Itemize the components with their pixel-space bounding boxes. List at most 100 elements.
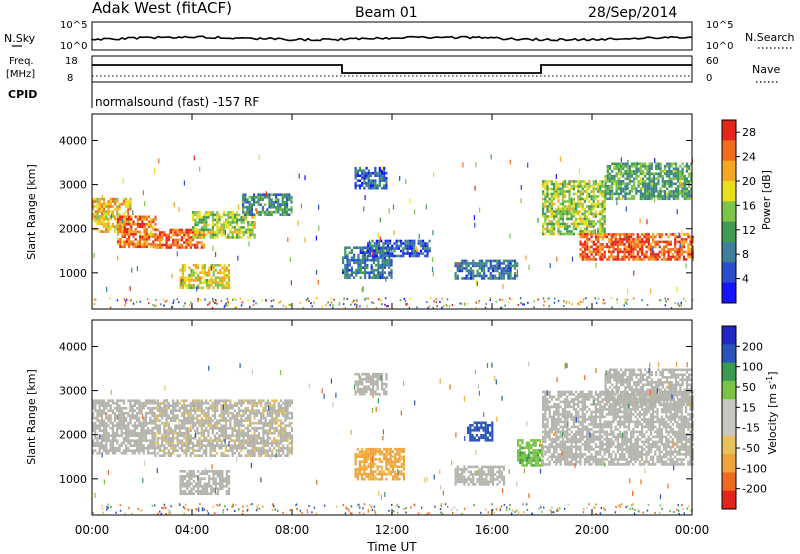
- data-cell: [185, 238, 188, 242]
- data-cell: [546, 187, 549, 191]
- data-cell: [111, 436, 114, 440]
- data-cell: [138, 409, 141, 412]
- data-cell: [150, 223, 153, 226]
- noise-cell: [660, 299, 662, 302]
- data-cell: [500, 267, 503, 270]
- data-cell: [550, 210, 553, 213]
- data-cell: [127, 205, 130, 208]
- data-cell: [568, 192, 571, 196]
- data-cell: [627, 240, 631, 244]
- data-cell: [227, 284, 231, 287]
- data-cell: [568, 195, 571, 198]
- data-cell: [663, 167, 667, 171]
- data-cell: [103, 205, 106, 208]
- data-cell: [98, 441, 101, 445]
- data-cell: [140, 426, 143, 430]
- data-cell: [635, 175, 638, 178]
- data-cell: [109, 416, 112, 420]
- data-cell: [178, 424, 181, 427]
- data-cell: [96, 215, 99, 218]
- data-cell: [542, 232, 545, 236]
- data-cell: [238, 226, 241, 229]
- data-cell: [601, 238, 604, 241]
- data-cell: [253, 451, 256, 455]
- data-cell: [581, 212, 584, 216]
- data-cell: [109, 202, 112, 206]
- data-cell: [200, 406, 203, 410]
- data-cell: [191, 441, 195, 445]
- data-cell: [277, 431, 280, 435]
- data-cell: [604, 175, 607, 178]
- data-cell: [205, 454, 208, 457]
- data-cell: [650, 195, 653, 198]
- data-cell: [610, 255, 613, 259]
- data-cell: [251, 409, 254, 412]
- data-cell: [127, 434, 130, 437]
- data-cell: [150, 233, 153, 236]
- data-cell: [358, 184, 362, 187]
- data-cell: [172, 441, 175, 445]
- data-cell: [253, 223, 256, 227]
- data-cell: [384, 252, 387, 255]
- data-cell: [185, 241, 188, 244]
- data-cell: [579, 233, 582, 236]
- data-cell: [613, 182, 616, 186]
- noise-cell: [433, 172, 435, 178]
- data-cell: [96, 441, 99, 445]
- data-cell: [619, 190, 623, 193]
- data-cell: [625, 238, 628, 241]
- data-cell: [163, 434, 166, 437]
- data-cell: [129, 205, 132, 208]
- data-cell: [227, 218, 230, 222]
- data-cell: [583, 248, 587, 251]
- data-cell: [158, 414, 162, 417]
- data-cell: [266, 193, 269, 196]
- data-cell: [253, 200, 256, 204]
- data-cell: [227, 436, 230, 440]
- data-cell: [623, 255, 626, 259]
- data-cell: [610, 253, 613, 256]
- data-cell: [638, 258, 642, 261]
- data-cell: [185, 441, 188, 445]
- data-cell: [158, 454, 162, 457]
- data-cell: [136, 245, 139, 249]
- data-cell: [617, 167, 620, 171]
- data-cell: [125, 233, 128, 236]
- data-cell: [579, 200, 582, 203]
- data-cell: [111, 205, 114, 208]
- data-cell: [219, 269, 222, 272]
- data-cell: [189, 241, 192, 244]
- noise-cell: [233, 297, 235, 300]
- data-cell: [222, 424, 225, 427]
- data-cell: [288, 404, 291, 407]
- data-cell: [641, 185, 645, 188]
- data-cell: [674, 182, 678, 186]
- data-cell: [229, 444, 232, 447]
- data-cell: [257, 198, 260, 201]
- data-cell: [257, 210, 260, 214]
- data-cell: [483, 267, 486, 270]
- noise-cell: [537, 298, 539, 301]
- data-cell: [122, 449, 125, 452]
- data-cell: [344, 246, 347, 249]
- data-cell: [180, 449, 184, 452]
- noise-cell: [224, 230, 226, 235]
- data-cell: [183, 419, 186, 422]
- data-cell: [153, 431, 156, 435]
- data-cell: [542, 185, 545, 188]
- data-cell: [601, 180, 604, 183]
- data-cell: [654, 243, 657, 246]
- data-cell: [678, 258, 681, 261]
- data-cell: [663, 245, 666, 249]
- data-cell: [633, 187, 636, 191]
- data-cell: [271, 439, 274, 442]
- data-cell: [205, 281, 209, 285]
- data-cell: [136, 441, 139, 445]
- data-cell: [590, 222, 593, 226]
- data-cell: [685, 162, 689, 166]
- colorbar-frame: [721, 119, 737, 304]
- data-cell: [542, 192, 545, 196]
- data-cell: [183, 451, 186, 455]
- data-cell: [92, 424, 95, 427]
- data-cell: [174, 231, 177, 234]
